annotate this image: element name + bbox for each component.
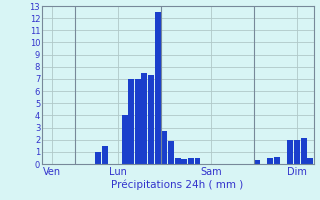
Bar [168,141,174,164]
Bar [181,159,187,164]
Bar [274,157,280,164]
Bar [254,160,260,164]
Bar [102,146,108,164]
Bar [287,140,293,164]
Bar [161,131,167,164]
Bar [268,158,274,164]
Bar [122,115,127,164]
Bar [128,79,134,164]
Bar [307,158,313,164]
Bar [294,140,300,164]
Bar [195,158,201,164]
Bar [155,12,161,164]
Bar [175,158,180,164]
Bar [141,73,148,164]
Bar [135,79,141,164]
X-axis label: Précipitations 24h ( mm ): Précipitations 24h ( mm ) [111,180,244,190]
Bar [148,75,154,164]
Bar [95,152,101,164]
Bar [188,158,194,164]
Bar [301,138,307,164]
